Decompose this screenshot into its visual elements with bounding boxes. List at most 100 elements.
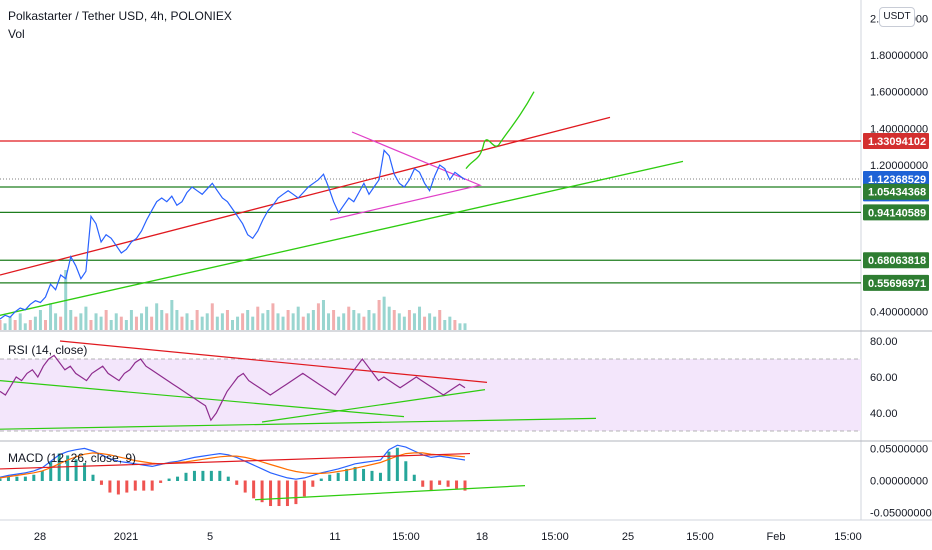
time-tick-label: Feb <box>767 531 786 543</box>
macd-histogram-bar <box>209 470 213 481</box>
time-tick-label: 5 <box>207 531 213 543</box>
volume-bar <box>428 313 432 330</box>
volume-bar <box>251 316 255 330</box>
macd-histogram-bar <box>226 476 230 481</box>
macd-histogram-bar <box>277 480 281 507</box>
macd-histogram-bar <box>353 467 357 481</box>
volume-bar <box>43 320 47 330</box>
rsi-tick-label: 60.00 <box>870 372 898 384</box>
macd-tick-label: 0.05000000 <box>870 443 928 455</box>
macd-histogram-bar <box>311 480 315 487</box>
macd-histogram-bar <box>142 480 146 491</box>
macd-histogram-bar <box>15 476 19 481</box>
volume-bar <box>109 320 113 330</box>
macd-histogram-bar <box>74 459 78 481</box>
volume-bar <box>79 313 83 330</box>
chart-title: Polkastarter / Tether USD, 4h, POLONIEX <box>8 9 232 23</box>
macd-histogram-bar <box>99 480 103 485</box>
macd-histogram-bar <box>133 480 137 491</box>
price-tick-label: 0.40000000 <box>870 307 928 319</box>
macd-histogram-bar <box>370 470 374 481</box>
time-axis: 28 2021 5 11 15:00 18 15:00 25 15:00 Feb 15:00 <box>34 531 862 543</box>
price-tick-label: 1.40000000 <box>870 123 928 135</box>
volume-bar <box>311 310 315 330</box>
volume-bar <box>124 320 128 330</box>
price-tag-box <box>863 132 929 149</box>
volume-bar <box>155 303 159 330</box>
volume-bar <box>453 320 457 330</box>
price-tag-box <box>863 252 929 269</box>
rsi-green-trendline <box>261 389 486 423</box>
pink-triangle <box>329 131 482 221</box>
volume-bar <box>316 303 320 330</box>
volume-bar <box>18 313 22 330</box>
macd-histogram-bar <box>387 451 391 481</box>
macd-histogram-bar <box>404 461 408 481</box>
volume-bar <box>347 306 351 330</box>
macd-histogram-bar <box>184 472 188 481</box>
rsi-tick-label: 40.00 <box>870 408 898 420</box>
price-axes: 2.000000001.800000001.600000001.40000000… <box>863 13 932 520</box>
volume-bar <box>205 313 209 330</box>
volume-bar <box>387 306 391 330</box>
time-tick-label: 28 <box>34 531 46 543</box>
volume-bar <box>443 320 447 330</box>
macd-histogram-bar <box>260 480 264 503</box>
volume-bar <box>276 313 280 330</box>
macd-histogram-bar <box>269 480 273 507</box>
time-tick-label: 15:00 <box>834 531 862 543</box>
price-tag-box <box>863 274 929 291</box>
volume-bar <box>281 316 285 330</box>
volume-bar <box>220 313 224 330</box>
rsi-tick-label: 80.00 <box>870 336 898 348</box>
volume-bar <box>231 320 234 330</box>
volume-bar <box>200 316 204 330</box>
volume-legend: Vol <box>8 27 25 41</box>
price-tag-label: 1.33094102 <box>868 136 926 148</box>
rsi-legend: RSI (14, close) <box>8 343 87 357</box>
macd-histogram-bar <box>0 478 2 481</box>
volume-bar <box>261 313 265 330</box>
volume-bar <box>210 303 214 330</box>
volume-bar <box>33 316 37 330</box>
price-pane <box>0 91 861 330</box>
volume-bar <box>367 310 371 330</box>
macd-histogram-bar <box>66 455 70 481</box>
volume-bar <box>104 310 108 330</box>
rsi-line <box>0 354 466 422</box>
volume-bar <box>69 310 73 330</box>
currency-button[interactable]: USDT <box>879 7 915 27</box>
volume-bar <box>407 310 411 330</box>
volume-bar <box>99 316 103 330</box>
macd-histogram-bar <box>336 472 340 481</box>
signal-line <box>0 452 466 479</box>
macd-histogram-bar <box>23 476 27 481</box>
volume-bar <box>175 310 179 330</box>
volume-bar <box>342 313 346 330</box>
price-tick-label: 1.80000000 <box>870 50 928 62</box>
volume-bar <box>418 306 422 330</box>
volume-bar <box>448 316 452 330</box>
macd-pane <box>0 444 526 507</box>
time-tick-label: 15:00 <box>541 531 569 543</box>
volume-bar <box>412 313 416 330</box>
macd-histogram-bar <box>446 480 450 487</box>
volume-bar <box>13 320 17 330</box>
macd-histogram-bar <box>438 480 442 485</box>
volume-bar <box>94 313 98 330</box>
volume-bar <box>3 323 7 330</box>
macd-histogram-bar <box>252 480 256 499</box>
price-tag-box <box>863 170 929 187</box>
macd-histogram-bar <box>32 474 36 481</box>
macd-histogram-bar <box>421 480 425 487</box>
volume-bar <box>38 310 42 330</box>
volume-bar <box>23 323 27 330</box>
macd-histogram-bar <box>159 480 163 483</box>
volume-bar <box>129 310 133 330</box>
volume-bar <box>8 316 12 330</box>
macd-histogram-bar <box>192 470 196 481</box>
price-tag-box <box>863 183 929 200</box>
volume-bar <box>352 310 356 330</box>
volume-bar <box>296 306 300 330</box>
